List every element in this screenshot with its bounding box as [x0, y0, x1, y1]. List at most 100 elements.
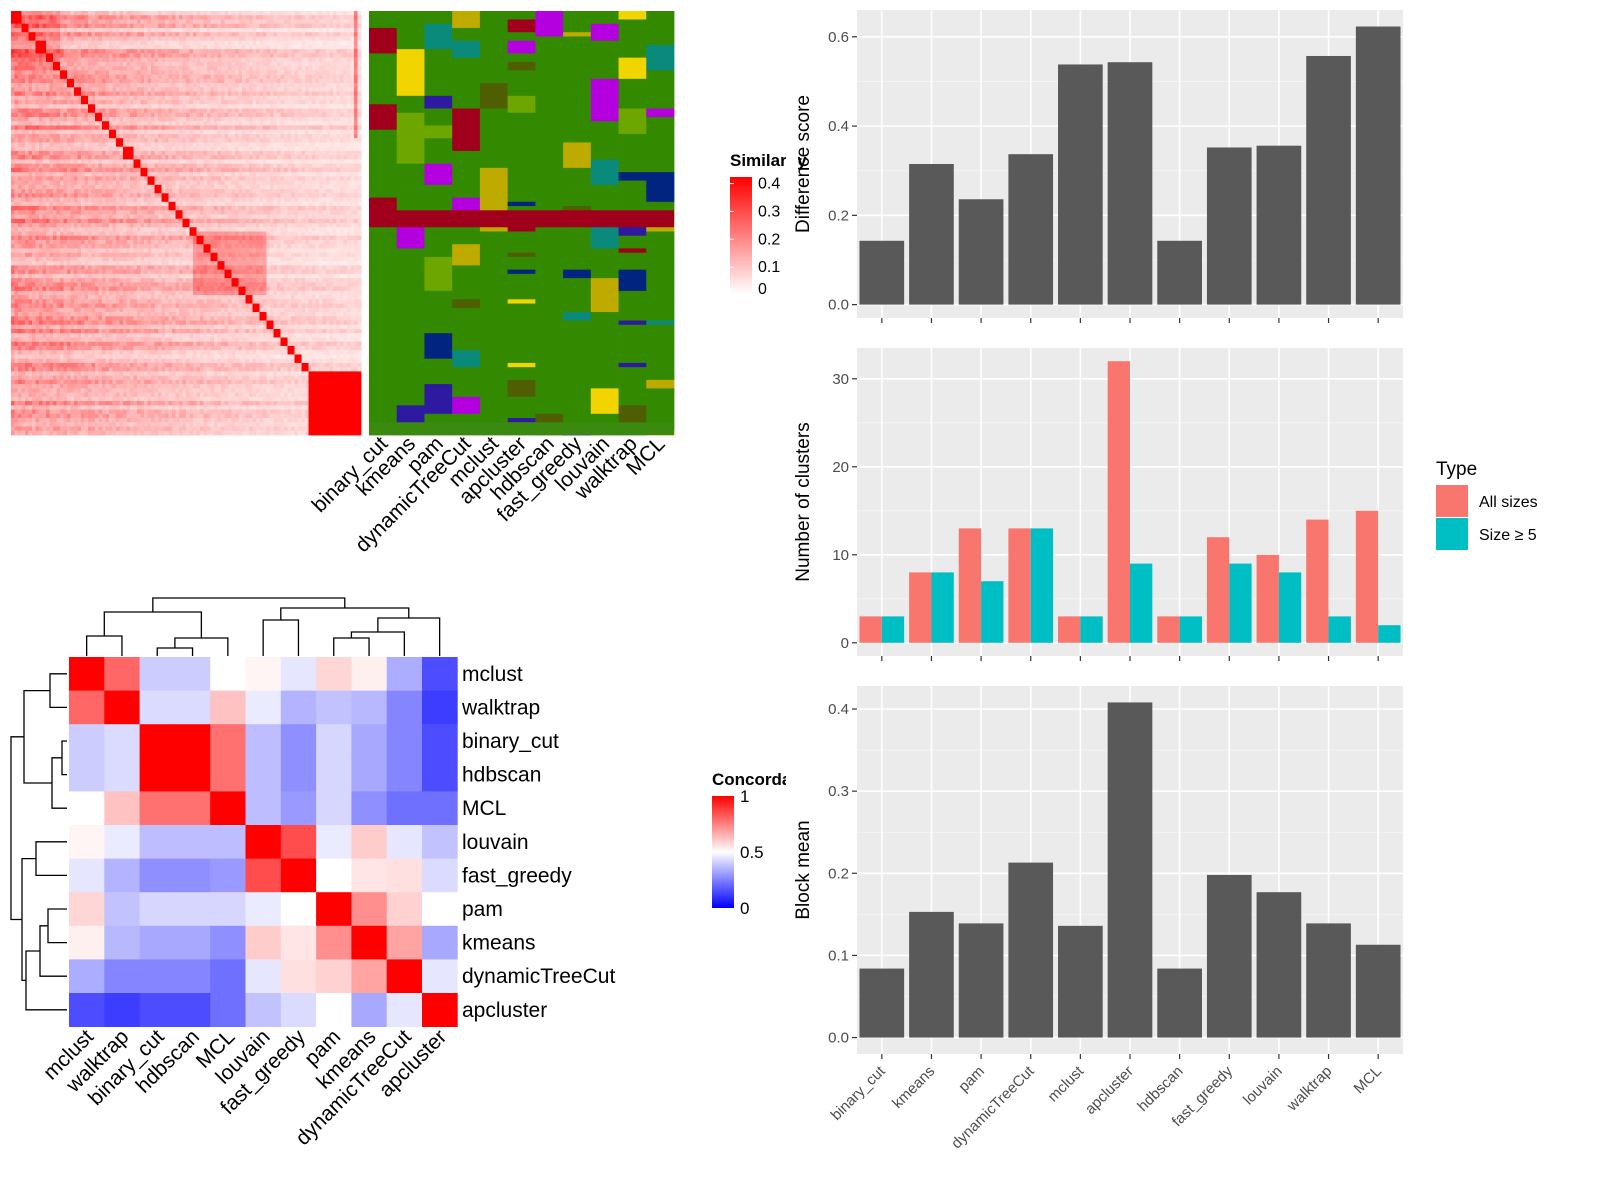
- similarity-cell: [179, 53, 183, 59]
- similarity-cell: [56, 180, 61, 186]
- similarity-cell: [154, 125, 159, 131]
- similarity-cell: [151, 184, 155, 190]
- similarity-cell: [137, 95, 141, 101]
- similarity-cell: [161, 184, 166, 190]
- similarity-cell: [252, 201, 257, 207]
- similarity-cell: [298, 36, 302, 42]
- similarity-cell: [273, 32, 278, 37]
- similarity-cell: [102, 40, 106, 46]
- similarity-cell: [147, 189, 152, 194]
- similarity-cell: [277, 142, 281, 148]
- similarity-cell: [284, 206, 288, 211]
- similarity-cell: [147, 74, 152, 80]
- similarity-cell: [21, 19, 26, 25]
- similarity-cell: [11, 197, 15, 203]
- similarity-cell: [74, 167, 78, 173]
- similarity-cell: [207, 87, 211, 92]
- similarity-cell: [165, 44, 169, 50]
- similarity-cell: [168, 176, 173, 181]
- similarity-cell: [266, 189, 271, 194]
- similarity-cell: [98, 15, 103, 20]
- similarity-cell: [144, 11, 148, 16]
- similarity-cell: [105, 117, 110, 122]
- similarity-cell: [238, 70, 243, 75]
- similarity-cell: [112, 155, 117, 160]
- similarity-cell: [308, 100, 313, 105]
- similarity-cell: [350, 150, 355, 156]
- similarity-cell: [46, 218, 50, 224]
- similarity-cell: [60, 32, 64, 37]
- similarity-cell: [252, 218, 257, 224]
- similarity-cell: [116, 66, 120, 71]
- similarity-cell: [74, 83, 78, 88]
- similarity-cell: [221, 15, 225, 20]
- similarity-cell: [11, 184, 15, 190]
- similarity-cell: [182, 32, 187, 37]
- similarity-cell: [56, 167, 61, 173]
- similarity-cell: [277, 36, 281, 42]
- similarity-cell: [252, 125, 257, 131]
- similarity-cell: [196, 74, 201, 80]
- similarity-cell: [357, 100, 362, 105]
- similarity-cell: [287, 129, 292, 135]
- similarity-cell: [231, 100, 236, 105]
- similarity-cell: [277, 78, 281, 84]
- similarity-cell: [245, 133, 250, 139]
- similarity-cell: [252, 70, 257, 75]
- similarity-cell: [56, 23, 61, 29]
- similarity-cell: [214, 104, 218, 109]
- similarity-cell: [46, 167, 50, 173]
- similarity-cell: [144, 15, 148, 20]
- similarity-cell: [91, 218, 96, 224]
- similarity-cell: [245, 193, 250, 198]
- similarity-cell: [179, 91, 183, 97]
- similarity-cell: [56, 150, 61, 156]
- similarity-cell: [354, 19, 358, 25]
- similarity-cell: [126, 66, 131, 71]
- similarity-cell: [49, 83, 54, 88]
- similarity-cell: [207, 95, 211, 101]
- similarity-cell: [189, 142, 194, 148]
- similarity-cell: [98, 91, 103, 97]
- similarity-cell: [270, 108, 274, 114]
- similarity-cell: [137, 142, 141, 148]
- similarity-cell: [168, 129, 173, 135]
- similarity-cell: [284, 121, 288, 126]
- similarity-cell: [144, 74, 148, 80]
- similarity-cell: [112, 57, 117, 63]
- similarity-cell: [91, 214, 96, 220]
- similarity-cell: [259, 201, 264, 207]
- similarity-cell: [235, 159, 239, 165]
- similarity-cell: [84, 197, 89, 203]
- similarity-cell: [326, 83, 330, 88]
- similarity-cell: [53, 91, 57, 97]
- similarity-cell: [186, 180, 190, 186]
- similarity-cell: [235, 142, 239, 148]
- similarity-cell: [277, 91, 281, 97]
- similarity-cell: [291, 53, 295, 59]
- similarity-cell: [284, 40, 288, 46]
- similarity-cell: [207, 78, 211, 84]
- similarity-cell: [340, 104, 344, 109]
- similarity-cell: [74, 125, 78, 131]
- similarity-cell: [315, 100, 320, 105]
- similarity-cell: [343, 112, 348, 118]
- similarity-cell: [259, 184, 264, 190]
- similarity-cell: [221, 189, 225, 194]
- similarity-cell: [91, 129, 96, 135]
- similarity-cell: [74, 189, 78, 194]
- similarity-cell: [102, 23, 106, 29]
- similarity-cell: [329, 70, 334, 75]
- similarity-cell: [301, 70, 306, 75]
- similarity-cell: [231, 95, 236, 101]
- similarity-cell: [203, 197, 208, 203]
- similarity-cell: [315, 40, 320, 46]
- similarity-cell: [315, 180, 320, 186]
- similarity-cell: [116, 129, 120, 135]
- similarity-cell: [333, 210, 337, 215]
- similarity-cell: [210, 129, 215, 135]
- similarity-cell: [312, 180, 316, 186]
- similarity-cell: [137, 206, 141, 211]
- similarity-cell: [308, 36, 313, 42]
- similarity-cell: [319, 133, 323, 139]
